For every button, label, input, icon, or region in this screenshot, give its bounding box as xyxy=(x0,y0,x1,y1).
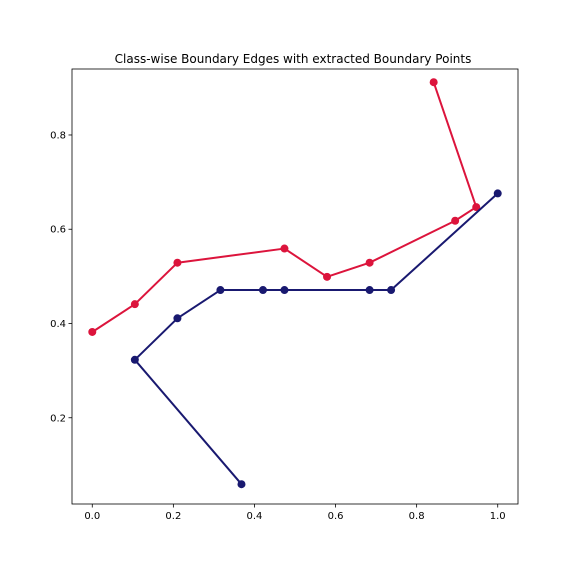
y-axis: 0.2 0.4 0.6 0.8 xyxy=(50,130,72,424)
series-2-point xyxy=(387,286,396,295)
series-1-point xyxy=(472,203,481,212)
series-2-point xyxy=(173,314,182,323)
series-1-point xyxy=(280,244,289,253)
series-2-point xyxy=(280,286,289,295)
series-1-point xyxy=(429,78,438,87)
series-1-point xyxy=(130,300,139,309)
series-line-1 xyxy=(91,81,478,333)
series-2-point xyxy=(216,286,225,295)
x-tick-label: 0.8 xyxy=(409,511,425,522)
series-1-point xyxy=(88,327,97,336)
series-2-point xyxy=(493,189,502,198)
series-2-point xyxy=(258,286,267,295)
y-tick-label: 0.2 xyxy=(50,413,66,424)
x-tick-label: 0.6 xyxy=(328,511,344,522)
chart-title: Class-wise Boundary Edges with extracted… xyxy=(115,52,472,66)
x-axis: 0.0 0.2 0.4 0.6 0.8 1.0 xyxy=(84,504,506,522)
series-2-point xyxy=(365,286,374,295)
plot-area-frame xyxy=(71,68,519,505)
series-1-point xyxy=(173,258,182,267)
series-1-point xyxy=(365,258,374,267)
x-tick-label: 0.4 xyxy=(247,511,263,522)
series-1-point xyxy=(323,272,332,281)
y-tick-label: 0.4 xyxy=(50,319,66,330)
series-2-point xyxy=(237,480,246,489)
series-1-point xyxy=(451,216,460,225)
x-tick-label: 1.0 xyxy=(490,511,506,522)
series-2-point xyxy=(130,355,139,364)
series-layer xyxy=(88,78,502,489)
y-tick-label: 0.8 xyxy=(50,130,66,141)
y-tick-label: 0.6 xyxy=(50,225,66,236)
x-tick-label: 0.0 xyxy=(84,511,100,522)
series-line-2 xyxy=(133,192,499,485)
x-tick-label: 0.2 xyxy=(165,511,181,522)
